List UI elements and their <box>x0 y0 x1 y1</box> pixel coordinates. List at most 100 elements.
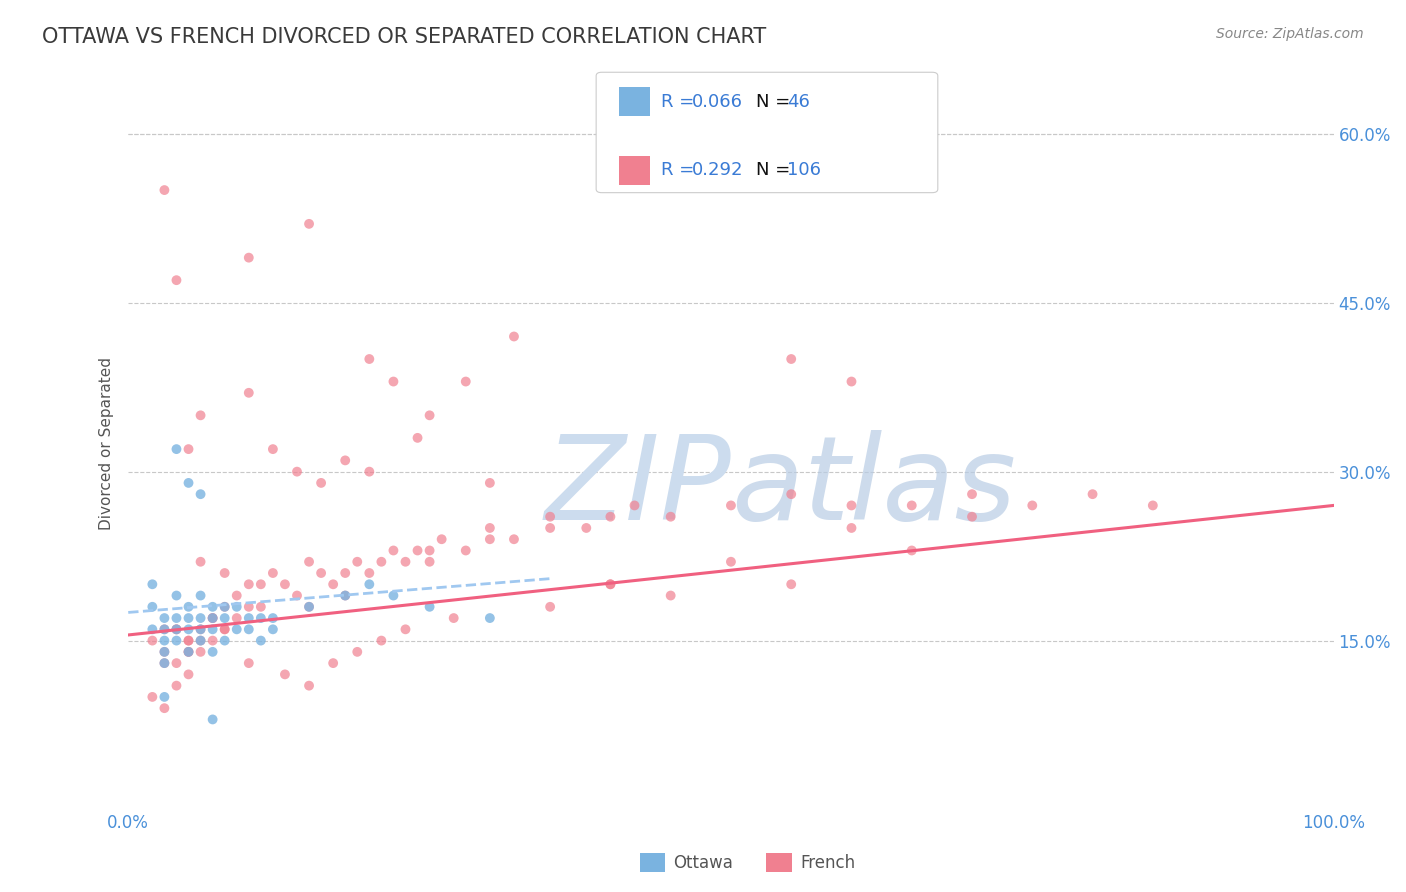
Point <box>841 375 863 389</box>
Text: N =: N = <box>756 93 796 111</box>
Point <box>538 599 561 614</box>
Point <box>177 623 200 637</box>
Point <box>382 375 405 389</box>
Text: R =: R = <box>661 161 700 179</box>
Point <box>141 690 163 704</box>
Point <box>141 599 163 614</box>
Point <box>177 633 200 648</box>
Point <box>238 599 260 614</box>
Point <box>225 599 247 614</box>
Text: 0.292: 0.292 <box>692 161 744 179</box>
Text: OTTAWA VS FRENCH DIVORCED OR SEPARATED CORRELATION CHART: OTTAWA VS FRENCH DIVORCED OR SEPARATED C… <box>42 27 766 46</box>
Text: 46: 46 <box>787 93 810 111</box>
Point <box>225 611 247 625</box>
Point <box>575 521 598 535</box>
Point <box>443 611 465 625</box>
Text: Source: ZipAtlas.com: Source: ZipAtlas.com <box>1216 27 1364 41</box>
Point <box>201 713 224 727</box>
Point <box>780 487 803 501</box>
Point <box>454 543 477 558</box>
Point <box>153 611 176 625</box>
Point <box>190 487 212 501</box>
Point <box>346 645 368 659</box>
Point <box>153 623 176 637</box>
Point <box>201 623 224 637</box>
Text: R =: R = <box>661 93 700 111</box>
Point <box>238 385 260 400</box>
Point <box>370 633 392 648</box>
Point <box>298 217 321 231</box>
Point <box>298 555 321 569</box>
Point <box>780 577 803 591</box>
Point <box>177 599 200 614</box>
Point <box>262 566 284 580</box>
Point <box>225 589 247 603</box>
Point <box>238 577 260 591</box>
Point <box>538 521 561 535</box>
Point <box>298 679 321 693</box>
Point <box>201 645 224 659</box>
Point <box>238 656 260 670</box>
Point <box>322 577 344 591</box>
Y-axis label: Divorced or Separated: Divorced or Separated <box>100 357 114 530</box>
Point <box>166 611 188 625</box>
Point <box>394 555 416 569</box>
Point <box>166 589 188 603</box>
Point <box>394 623 416 637</box>
Point <box>250 633 273 648</box>
Point <box>841 499 863 513</box>
Point <box>419 555 441 569</box>
Point <box>190 633 212 648</box>
Point <box>190 633 212 648</box>
Point <box>153 701 176 715</box>
Point <box>190 623 212 637</box>
Point <box>478 533 501 547</box>
Point <box>177 611 200 625</box>
Point <box>166 623 188 637</box>
Point <box>225 623 247 637</box>
Point <box>346 555 368 569</box>
Point <box>201 599 224 614</box>
Point <box>406 431 429 445</box>
Point <box>201 611 224 625</box>
Point <box>141 633 163 648</box>
Point <box>214 623 236 637</box>
Point <box>201 611 224 625</box>
Point <box>335 566 357 580</box>
Point <box>335 589 357 603</box>
Point <box>141 623 163 637</box>
Point <box>238 623 260 637</box>
Point <box>359 351 381 366</box>
Point <box>623 499 645 513</box>
Point <box>250 599 273 614</box>
Point <box>153 633 176 648</box>
Point <box>262 623 284 637</box>
Point <box>153 656 176 670</box>
Point <box>177 633 200 648</box>
Point <box>250 611 273 625</box>
Point <box>599 577 621 591</box>
Point <box>214 599 236 614</box>
Text: French: French <box>800 854 855 871</box>
Point <box>177 475 200 490</box>
Point <box>153 656 176 670</box>
Point <box>720 499 742 513</box>
Point <box>960 487 983 501</box>
Point <box>262 611 284 625</box>
Point <box>960 509 983 524</box>
Point <box>214 633 236 648</box>
Point <box>900 499 922 513</box>
Point <box>478 475 501 490</box>
Point <box>166 679 188 693</box>
Point <box>359 566 381 580</box>
Point <box>153 645 176 659</box>
Point <box>214 611 236 625</box>
Point <box>322 656 344 670</box>
Point <box>177 645 200 659</box>
Point <box>177 645 200 659</box>
Point <box>238 251 260 265</box>
Point <box>166 656 188 670</box>
Point <box>1081 487 1104 501</box>
Point <box>503 329 526 343</box>
Point <box>841 521 863 535</box>
